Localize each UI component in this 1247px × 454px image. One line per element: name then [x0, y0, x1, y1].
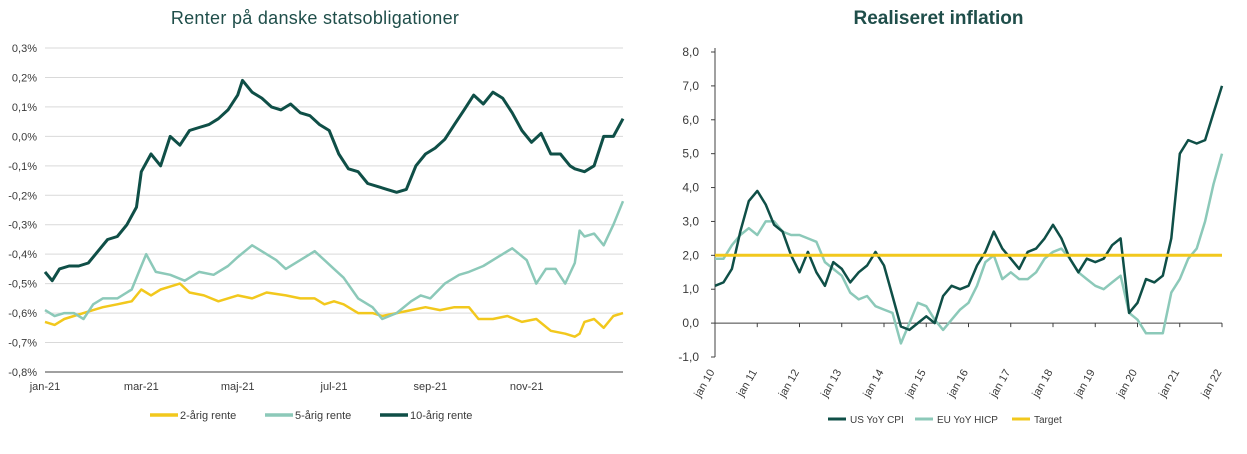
- y-tick-label: 2,0: [682, 248, 699, 262]
- x-tick-label: jan 13: [818, 368, 844, 401]
- y-tick-label: 4,0: [682, 181, 699, 195]
- x-tick-label: jan 22: [1199, 368, 1225, 401]
- series-line-5-rig-rente: [44, 200, 625, 321]
- y-tick-label: -1,0: [678, 350, 699, 364]
- y-tick-label: 0,1%: [12, 102, 37, 114]
- y-tick-label: -0,6%: [8, 308, 37, 320]
- series-line-10-rig-rente: [43, 78, 625, 283]
- x-tick-label: sep-21: [414, 381, 448, 393]
- legend-label-target: Target: [1034, 415, 1062, 426]
- y-tick-label: -0,5%: [8, 279, 37, 291]
- x-tick-label: jan 20: [1114, 368, 1140, 401]
- legend-label-2-rig-rente: 2-årig rente: [180, 410, 236, 422]
- x-tick-label: nov-21: [510, 381, 544, 393]
- y-tick-label: 5,0: [682, 147, 699, 161]
- x-tick-label: jan-21: [29, 381, 61, 393]
- y-tick-label: -0,1%: [8, 161, 37, 173]
- x-tick-label: jan 15: [903, 368, 929, 401]
- bond-yield-chart: Renter på danske statsobligationer 0,3% 0…: [8, 8, 625, 422]
- inflation-plot: 8,0 7,0 6,0 5,0 4,0 3,0 2,0 1,0 0,0 -1,0 jan 10 jan…: [678, 45, 1225, 426]
- right-chart-title: Realiseret inflation: [853, 8, 1024, 29]
- y-tick-label: -0,3%: [8, 220, 37, 232]
- y-tick-label: 0,0%: [12, 131, 37, 143]
- y-tick-label: 0,3%: [12, 43, 37, 55]
- legend-label-5-rig-rente: 5-årig rente: [295, 410, 351, 422]
- y-tick-label: 1,0: [682, 282, 699, 296]
- bond-yield-plot: 0,3% 0,2% 0,1% 0,0% -0,1% -0,2% -0,3% -0,4% -0,5…: [8, 43, 625, 422]
- x-tick-label: jan 17: [987, 368, 1013, 401]
- y-tick-label: -0,7%: [8, 338, 37, 350]
- y-tick-label: -0,8%: [8, 367, 37, 379]
- x-tick-label: jul-21: [320, 381, 348, 393]
- x-tick-label: jan 14: [861, 368, 887, 401]
- y-tick-label: 6,0: [682, 113, 699, 127]
- y-tick-label: -0,4%: [8, 249, 37, 261]
- y-tick-label: -0,2%: [8, 190, 37, 202]
- y-tick-label: 7,0: [682, 79, 699, 93]
- series-line-eu-yoy-hicp: [715, 153, 1224, 345]
- y-tick-label: 3,0: [682, 214, 699, 228]
- legend-label-us-yoy-cpi: US YoY CPI: [850, 415, 904, 426]
- x-tick-label: jan 12: [776, 368, 802, 401]
- left-chart-title: Renter på danske statsobligationer: [170, 8, 460, 28]
- series-line-us-yoy-cpi: [714, 85, 1224, 332]
- x-tick-label: mar-21: [124, 381, 159, 393]
- x-tick-label: jan 16: [945, 368, 971, 401]
- x-tick-label: jan 19: [1072, 368, 1098, 401]
- x-tick-label: jan 18: [1030, 368, 1056, 401]
- legend-label-10-rig-rente: 10-årig rente: [410, 410, 472, 422]
- y-tick-label: 0,2%: [12, 72, 37, 84]
- inflation-chart: Realiseret inflation 8,0 7,0 6,0 5,0 4,0 3,0 2…: [630, 0, 1247, 454]
- series-line-2-rig-rente: [44, 282, 624, 338]
- x-tick-label: jan 11: [734, 368, 759, 400]
- x-tick-label: maj-21: [221, 381, 255, 393]
- y-tick-label: 0,0: [682, 316, 699, 330]
- x-tick-label: jan 10: [692, 368, 718, 401]
- legend-label-eu-yoy-hicp: EU YoY HICP: [937, 415, 998, 426]
- y-tick-label: 8,0: [682, 45, 699, 59]
- x-tick-label: jan 21: [1156, 368, 1182, 401]
